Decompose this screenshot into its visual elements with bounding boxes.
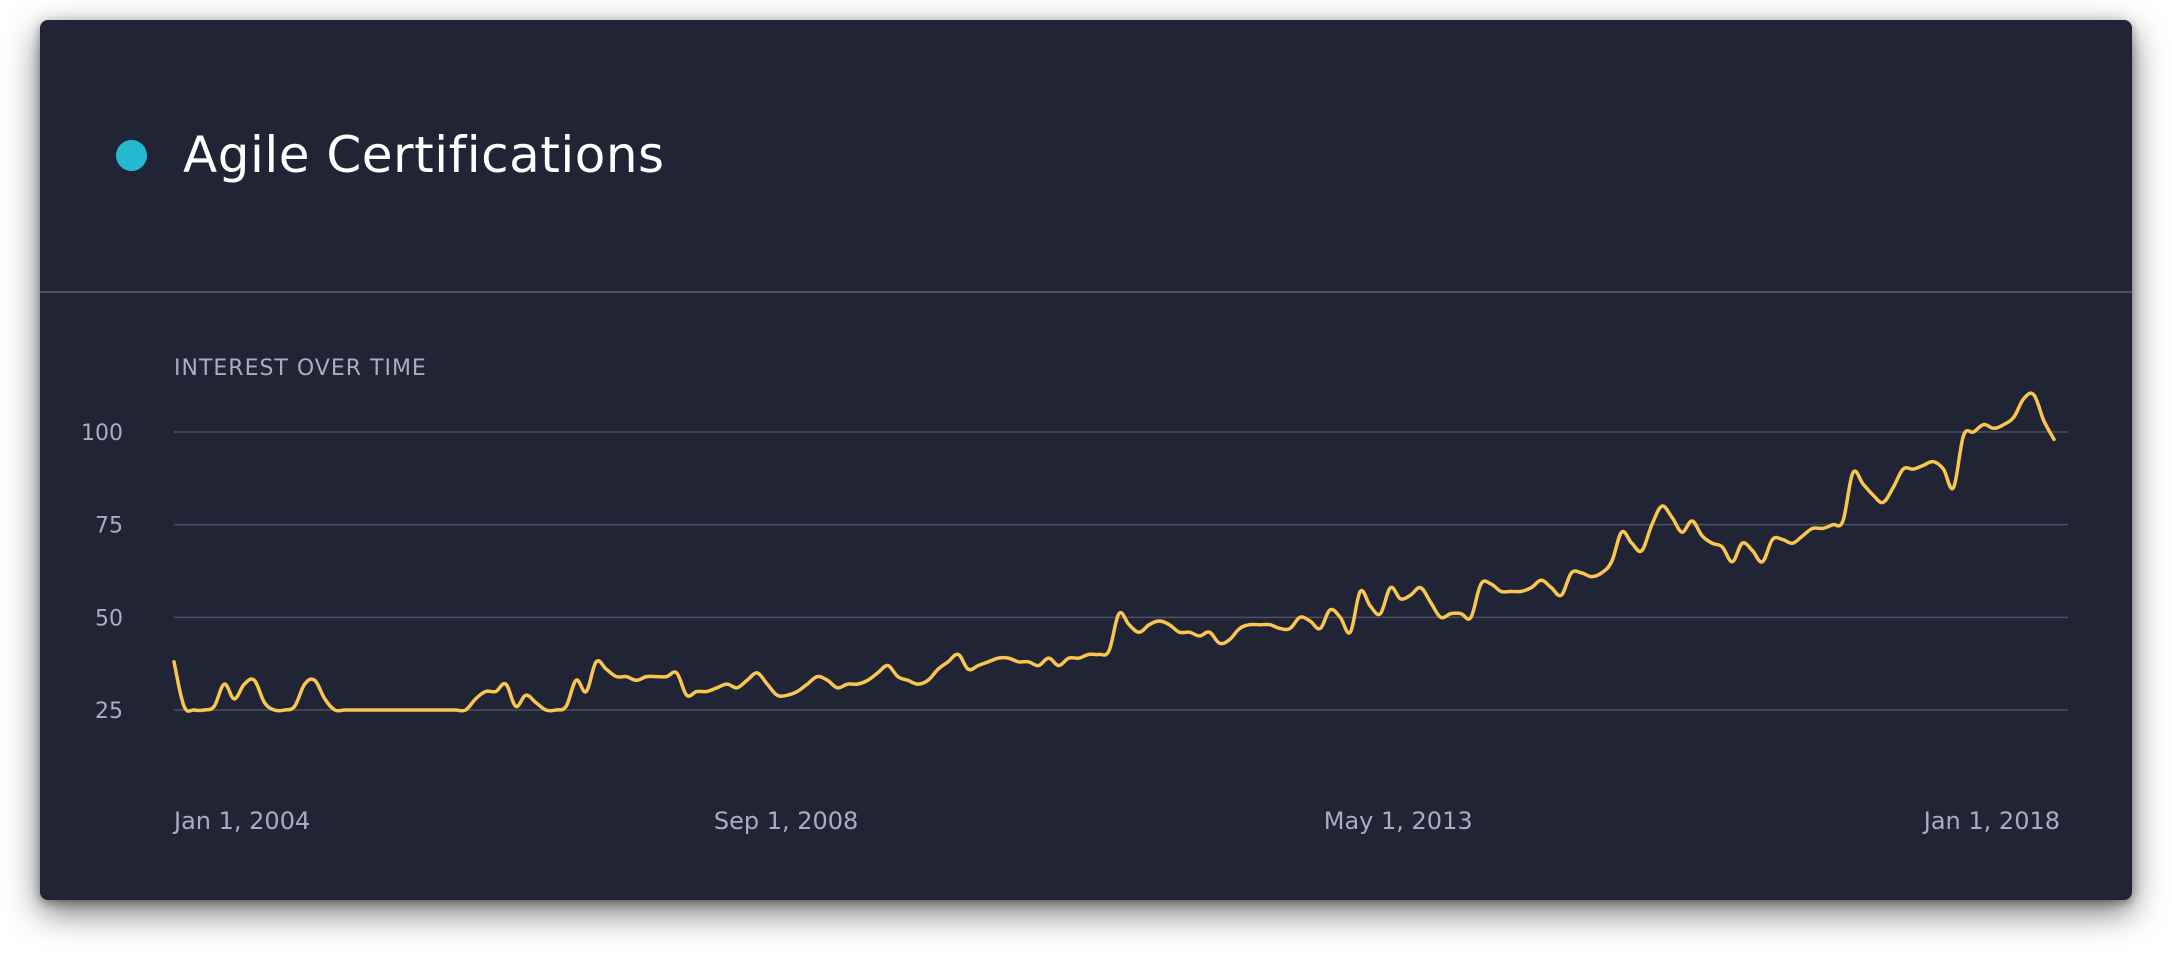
header-divider bbox=[40, 291, 2132, 293]
y-axis-labels: 25 50 75 100 bbox=[81, 421, 123, 724]
chart-title: Agile Certifications bbox=[183, 126, 665, 184]
x-tick-label: Sep 1, 2008 bbox=[714, 807, 858, 835]
x-tick-label: Jan 1, 2018 bbox=[1922, 807, 2060, 835]
interest-over-time-chart: INTEREST OVER TIME 25 50 75 100 Jan 1, 2004… bbox=[81, 356, 2068, 835]
y-tick-label: 75 bbox=[95, 514, 123, 539]
chart-subtitle: INTEREST OVER TIME bbox=[174, 356, 427, 381]
x-tick-label: May 1, 2013 bbox=[1324, 807, 1473, 835]
y-tick-label: 50 bbox=[95, 606, 123, 631]
x-axis-labels: Jan 1, 2004 Sep 1, 2008 May 1, 2013 Jan 1, … bbox=[172, 807, 2060, 835]
y-tick-label: 25 bbox=[95, 699, 123, 724]
series-color-dot bbox=[116, 140, 147, 171]
y-tick-label: 100 bbox=[81, 421, 123, 446]
grid-lines bbox=[174, 431, 2068, 711]
series-line bbox=[172, 391, 2056, 713]
trend-card: Agile Certifications INTEREST OVER TIME … bbox=[40, 20, 2132, 900]
x-tick-label: Jan 1, 2004 bbox=[172, 807, 310, 835]
card-header: Agile Certifications bbox=[40, 20, 2132, 292]
